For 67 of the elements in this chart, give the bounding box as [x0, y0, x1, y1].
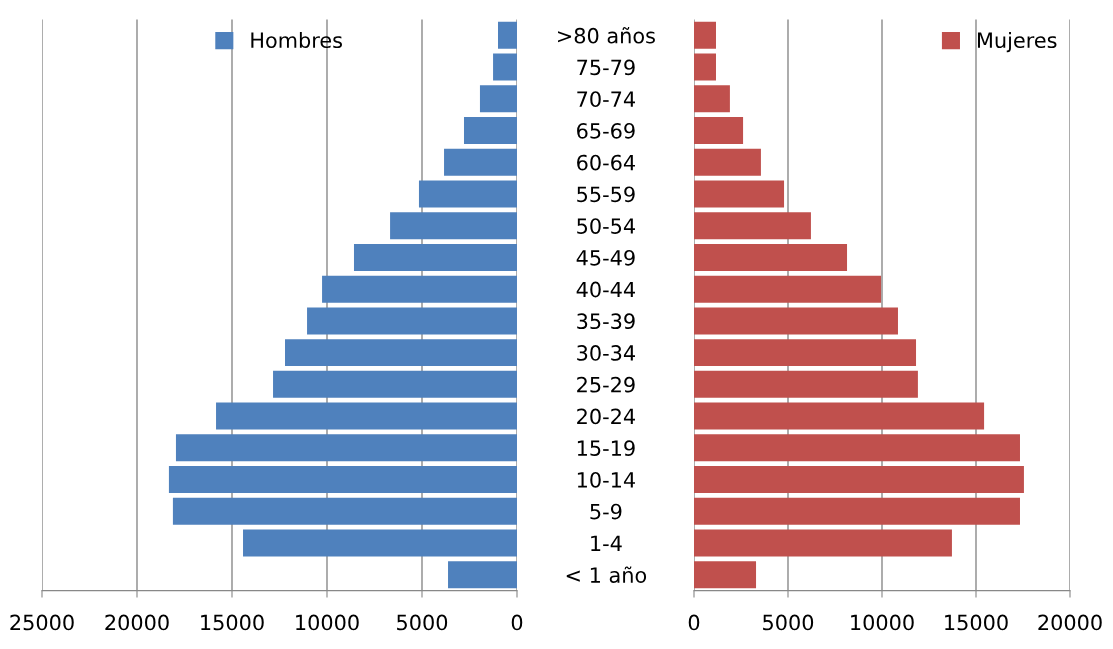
y-tick-label: 25-29 [577, 376, 635, 393]
x-tick-label: 0 [688, 614, 700, 631]
bar [694, 117, 744, 145]
bar [444, 148, 517, 176]
legend-label: Mujeres [977, 31, 1057, 53]
y-tick-label: 5-9 [590, 503, 622, 520]
bar [694, 561, 757, 589]
x-tick-label: 10000 [851, 614, 914, 631]
y-tick-label: 45-49 [576, 249, 635, 266]
bar [694, 434, 1020, 462]
y-tick-label: 65-69 [577, 122, 635, 139]
x-tick-label: 20000 [1038, 614, 1102, 631]
bar [694, 497, 1020, 525]
bar [273, 370, 517, 398]
bar [285, 339, 517, 367]
bar [243, 529, 517, 557]
y-tick-label: 1-4 [591, 535, 622, 551]
y-tick-label: >80 años [558, 27, 655, 44]
y-tick-label: 10-14 [577, 471, 635, 488]
bar [694, 180, 785, 208]
bar [353, 243, 517, 271]
x-tick-label: 5000 [763, 614, 814, 631]
bar [694, 85, 730, 113]
bar [463, 117, 517, 145]
bar [694, 275, 882, 303]
bar [448, 561, 517, 589]
y-tick-label: 20-24 [577, 408, 635, 425]
x-tick-label: 25000 [10, 614, 74, 631]
y-tick-label: 75-79 [577, 59, 635, 76]
y-tick-label: 70-74 [577, 91, 635, 107]
bar [418, 180, 517, 208]
bar [694, 243, 848, 271]
y-tick-label: 55-59 [577, 186, 635, 203]
y-tick-label: 60-64 [577, 154, 635, 171]
bar [322, 275, 517, 303]
x-tick-label: 5000 [397, 614, 448, 631]
bar [694, 402, 985, 430]
bar [175, 434, 517, 462]
bar [168, 466, 517, 494]
bar [307, 307, 517, 335]
x-tick-label: 0 [511, 614, 523, 631]
bar [694, 370, 918, 398]
bar [498, 21, 517, 49]
bar [493, 53, 517, 81]
y-tick-label: 50-54 [577, 218, 635, 234]
y-tick-label: 35-39 [577, 313, 635, 330]
y-tick-label: 40-44 [576, 281, 635, 298]
bar [479, 85, 517, 113]
x-tick-label: 15000 [945, 614, 1008, 631]
bar [694, 307, 898, 335]
bar [694, 212, 811, 240]
bar [390, 212, 517, 240]
bar [216, 402, 517, 430]
x-tick-label: 10000 [296, 614, 359, 631]
bar [694, 21, 716, 49]
x-tick-label: 20000 [105, 614, 169, 631]
bar [172, 497, 517, 525]
x-tick-label: 15000 [201, 614, 264, 631]
bar [694, 339, 917, 367]
bar [694, 53, 716, 81]
bar [694, 466, 1024, 494]
bar [694, 148, 761, 176]
y-tick-label: 15-19 [577, 440, 635, 457]
bar [694, 529, 952, 557]
y-tick-label: 30-34 [577, 345, 635, 361]
legend-label: Hombres [251, 31, 342, 49]
y-tick-label: < 1 año [566, 566, 647, 583]
